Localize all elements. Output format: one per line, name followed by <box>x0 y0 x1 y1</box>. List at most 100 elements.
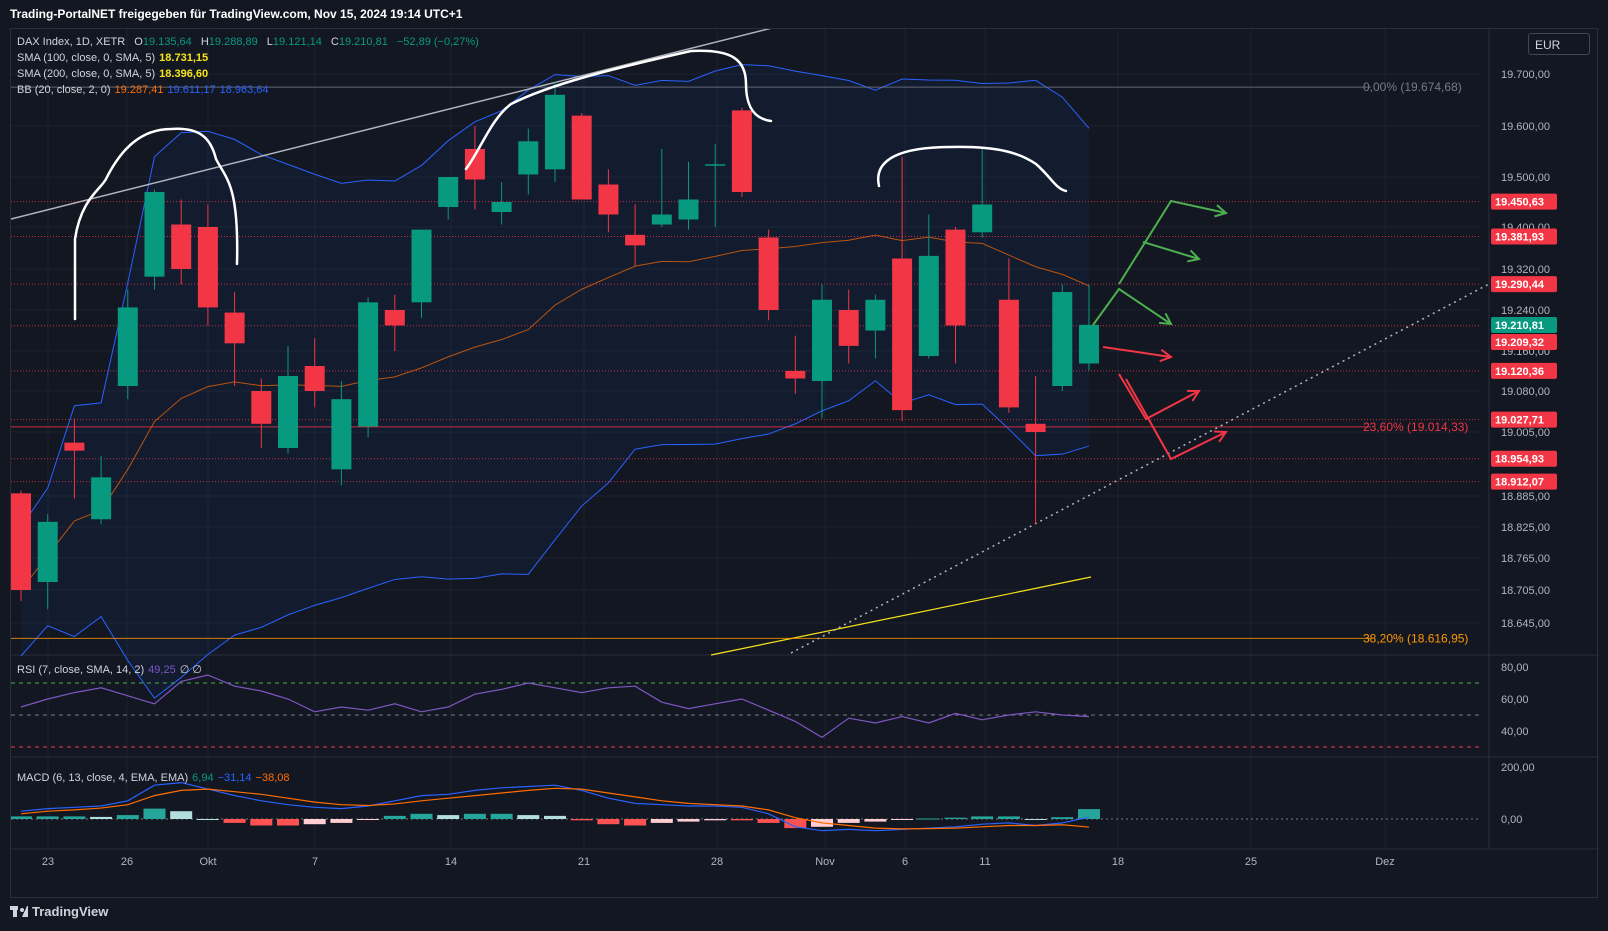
candle-body-31 <box>838 310 859 346</box>
candle-body-2 <box>64 442 85 451</box>
candle-body-35 <box>945 229 966 326</box>
price-badge-text-7: 18.954,93 <box>1495 454 1544 466</box>
tradingview-logo: TradingView <box>10 904 108 919</box>
macd-hist-bar-4 <box>116 815 139 819</box>
bb-label: BB (20, close, 2, 0) <box>17 84 111 96</box>
fib-level-label-2: 38,20% (18.616,95) <box>1363 631 1468 645</box>
chart-area[interactable]: 0,00% (19.674,68) 23,60% (19.014,33) 38,20… <box>10 28 1599 899</box>
rsi-extra: ∅ ∅ <box>179 664 202 676</box>
candle-body-22 <box>598 184 619 215</box>
price-tick-5: 19.240,00 <box>1501 305 1550 317</box>
macd-hist-bar-16 <box>437 815 460 819</box>
price-tick-2: 19.500,00 <box>1501 172 1550 184</box>
macd-hist-bar-2 <box>63 816 86 819</box>
candle-body-21 <box>571 115 592 200</box>
high-value: 19.288,89 <box>208 36 258 48</box>
currency-button[interactable]: EUR <box>1528 33 1590 55</box>
bb-basis-line <box>20 234 1090 591</box>
macd-hist-bar-29 <box>784 819 807 829</box>
macd-hist-bar-20 <box>544 815 566 819</box>
candle-body-14 <box>384 310 405 326</box>
sma200-legend[interactable]: SMA (200, close, 0, SMA, 5) 18.396,60 <box>17 66 479 82</box>
price-tick-12: 18.705,00 <box>1501 585 1550 597</box>
candle-body-11 <box>304 366 325 391</box>
symbol-legend[interactable]: DAX Index, 1D, XETR O19.135,64 H19.288,8… <box>17 34 479 50</box>
macd-hist-bar-32 <box>864 819 887 822</box>
projection-arrowhead-3 <box>1159 348 1174 363</box>
fib-level-label-0: 0,00% (19.674,68) <box>1363 80 1462 94</box>
x-tick-1: 26 <box>121 856 133 868</box>
price-badge-5 <box>1491 362 1557 379</box>
candle-body-9 <box>251 391 272 424</box>
macd-tick-0: 200,00 <box>1501 762 1535 774</box>
projection-arrow-5 <box>1125 378 1227 461</box>
sma100-line <box>710 576 1092 656</box>
chart-canvas[interactable]: 0,00% (19.674,68) 23,60% (19.014,33) 38,20… <box>11 29 1599 899</box>
price-tick-9: 18.885,00 <box>1501 491 1550 503</box>
share-header-text: Trading-PortalNET freigegeben für Tradin… <box>10 7 463 21</box>
close-label: C <box>330 36 339 48</box>
macd-hist-bar-1 <box>36 816 59 819</box>
candle-body-1 <box>37 521 58 582</box>
footer-brand: TradingView <box>32 904 109 919</box>
macd-hist-bar-0 <box>11 816 32 819</box>
candle-body-0 <box>11 493 31 590</box>
candle-body-16 <box>438 177 459 207</box>
x-tick-8: 6 <box>902 856 908 868</box>
candle-body-36 <box>972 204 993 233</box>
candle-body-28 <box>758 237 779 310</box>
candle-body-26 <box>705 164 726 166</box>
macd-hist-bar-37 <box>997 816 1020 819</box>
bb-legend[interactable]: BB (20, close, 2, 0) 19.287,41 19.611,17 18… <box>17 82 479 98</box>
rsi-label: RSI (7, close, SMA, 14, 2) <box>17 664 145 676</box>
price-badge-text-0: 19.450,63 <box>1495 197 1544 209</box>
macd-hist-bar-36 <box>971 816 994 819</box>
candle-body-27 <box>731 110 752 192</box>
macd-hist-bar-35 <box>944 817 967 819</box>
candle-body-30 <box>812 299 832 381</box>
candle-body-15 <box>411 229 432 303</box>
macd-hist-bar-7 <box>196 819 219 820</box>
rsi-tick-2: 40,00 <box>1501 726 1529 738</box>
price-badge-text-5: 19.120,36 <box>1495 366 1544 378</box>
sma100-legend[interactable]: SMA (100, close, 0, SMA, 5) 18.731,15 <box>17 50 479 66</box>
macd-hist-bar-15 <box>410 813 433 819</box>
projection-arrow-1 <box>1142 241 1200 260</box>
x-tick-6: 28 <box>711 856 723 868</box>
price-badge-0 <box>1491 193 1557 210</box>
x-tick-5: 21 <box>578 856 590 868</box>
projection-arrow-2 <box>1092 287 1172 326</box>
projection-arrowhead-2 <box>1158 312 1173 326</box>
sma100-value: 18.731,15 <box>159 52 209 64</box>
macd-hist-bar-11 <box>303 819 326 825</box>
macd-hist-bar-34 <box>917 818 940 820</box>
share-header: Trading-PortalNET freigegeben für Tradin… <box>0 0 1608 28</box>
price-tick-0: 19.700,00 <box>1501 69 1550 81</box>
macd-hist-bar-19 <box>517 815 540 819</box>
projection-arrowhead-4 <box>1186 389 1201 402</box>
bb-upper-line <box>20 64 1090 528</box>
candle-body-29 <box>785 371 806 379</box>
candle-body-6 <box>171 224 192 269</box>
macd-hist-value: 6,94 <box>192 772 214 784</box>
candle-body-33 <box>892 258 913 411</box>
macd-hist-bar-14 <box>383 815 406 819</box>
macd-hist-bar-31 <box>837 819 860 823</box>
price-badge-text-1: 19.381,93 <box>1495 231 1544 243</box>
macd-hist-bar-28 <box>757 819 780 823</box>
macd-hist-bar-25 <box>677 819 700 822</box>
projection-arrowhead-5 <box>1213 430 1228 443</box>
macd-label: MACD (6, 13, close, 4, EMA, EMA) <box>17 772 189 784</box>
candle-body-13 <box>358 302 379 427</box>
sma100-label: SMA (100, close, 0, SMA, 5) <box>17 52 156 64</box>
rsi-legend[interactable]: RSI (7, close, SMA, 14, 2) 49,25 ∅ ∅ <box>17 662 202 678</box>
macd-hist-bar-9 <box>250 819 273 826</box>
price-badge-4 <box>1491 333 1557 350</box>
candle-body-23 <box>625 234 646 246</box>
macd-legend[interactable]: MACD (6, 13, close, 4, EMA, EMA) 6,94 −31,… <box>17 770 289 786</box>
candle-body-4 <box>117 307 138 386</box>
macd-hist-bar-26 <box>704 819 727 821</box>
price-tick-11: 18.765,00 <box>1501 553 1550 565</box>
annotation-curve-0 <box>73 127 239 321</box>
candle-body-38 <box>1025 423 1046 432</box>
